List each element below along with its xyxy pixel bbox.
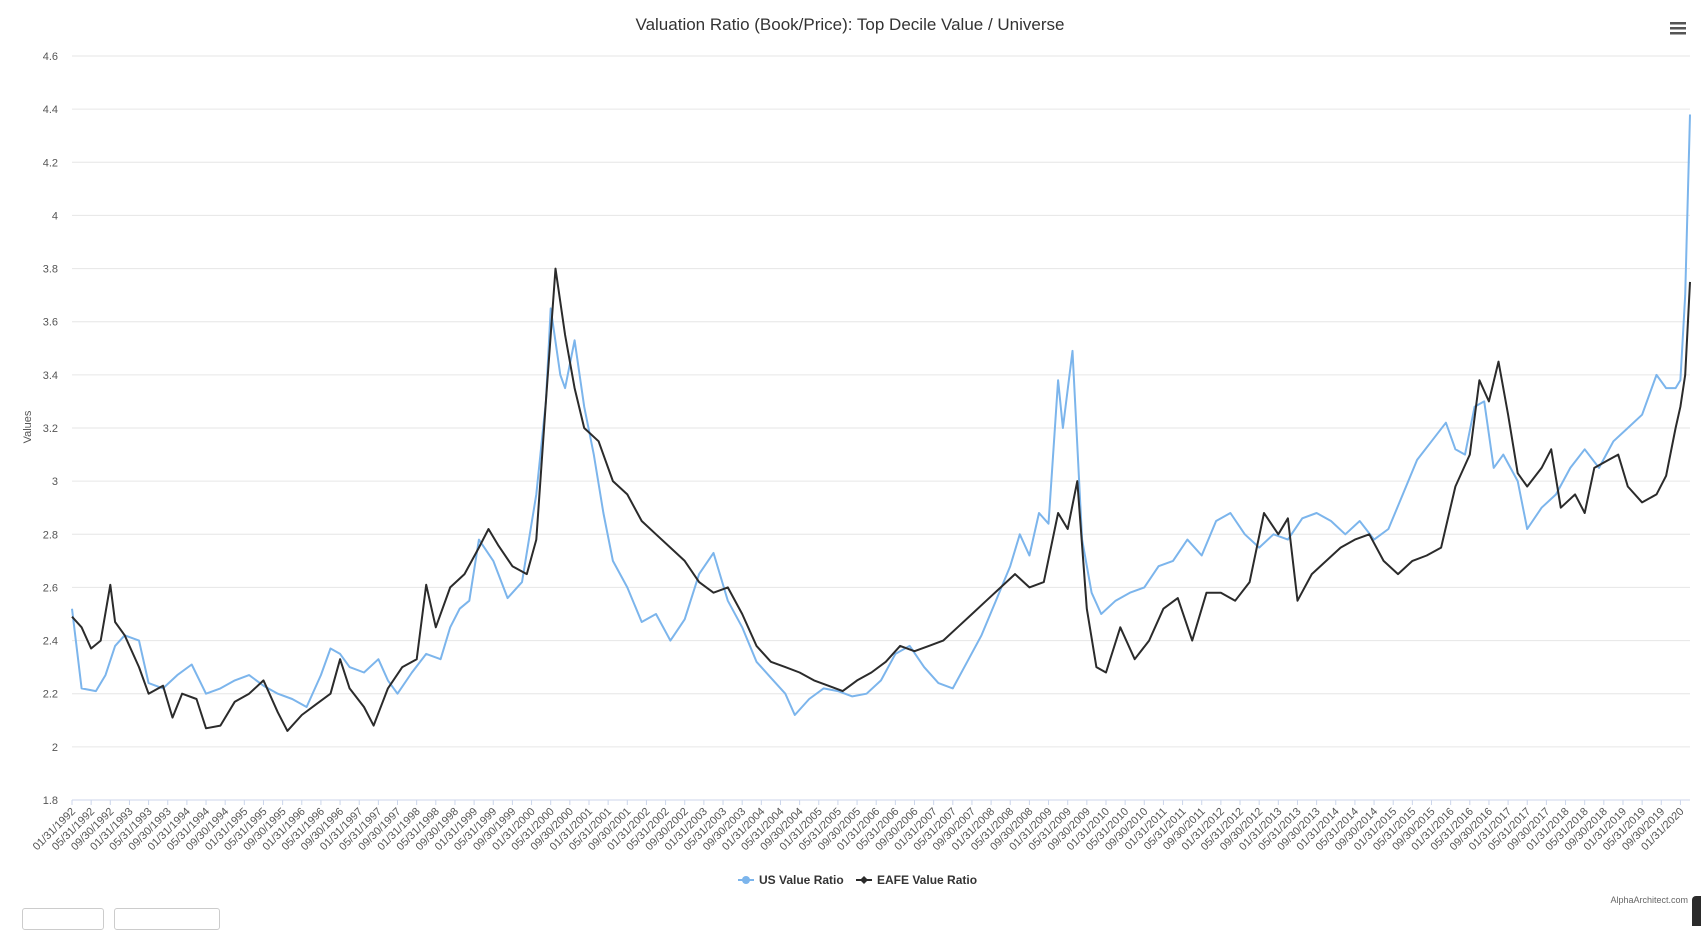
menu-button[interactable]: menu [1664, 16, 1692, 40]
legend-label-us[interactable]: US Value Ratio [759, 873, 844, 887]
legend-item-eafe[interactable]: EAFE Value Ratio [856, 873, 977, 887]
y-tick-label: 2.4 [43, 636, 58, 648]
legend[interactable]: US Value Ratio EAFE Value Ratio [738, 873, 977, 887]
legend-marker-eafe [860, 876, 868, 884]
y-axis-label: Values [22, 410, 34, 443]
hamburger-menu-icon-bar-2[interactable] [1670, 27, 1686, 30]
side-tab[interactable] [1692, 896, 1701, 926]
y-tick-label: 4.2 [43, 157, 58, 169]
y-tick-label: 3.8 [43, 264, 58, 276]
chart-title: Valuation Ratio (Book/Price): Top Decile… [636, 15, 1065, 34]
y-tick-label: 3.6 [43, 317, 58, 329]
credit-link[interactable]: AlphaArchitect.com [1610, 895, 1688, 905]
y-tick-label: 3.2 [43, 423, 58, 435]
y-tick-label: 2 [52, 742, 58, 754]
hamburger-menu-icon[interactable] [1670, 22, 1686, 25]
series-line-us-value-ratio[interactable] [71, 114, 1691, 716]
y-tick-label: 4.6 [43, 51, 58, 63]
grid-lines [72, 55, 1690, 801]
legend-item-us[interactable]: US Value Ratio [738, 873, 844, 887]
y-tick-label: 2.6 [43, 582, 58, 594]
y-tick-label: 4.4 [43, 104, 58, 116]
y-tick-label: 3.4 [43, 370, 58, 382]
y-tick-label: 2.2 [43, 689, 58, 701]
bottom-control-2[interactable] [114, 908, 220, 930]
legend-marker-us [742, 876, 750, 884]
hamburger-menu-icon-bar-3[interactable] [1670, 32, 1686, 35]
y-tick-label: 2.8 [43, 529, 58, 541]
y-axis-ticks: 1.8 2 2.2 2.4 2.6 2.8 3 3.2 3.4 3.6 3.8 4 4.2 4.4 4.6 [43, 51, 58, 807]
x-axis-ticks: 01/31/199205/31/199209/30/199201/31/1993… [31, 800, 1687, 853]
y-tick-label: 4 [52, 210, 58, 222]
legend-label-eafe[interactable]: EAFE Value Ratio [877, 873, 977, 887]
series-line-eafe-value-ratio[interactable] [71, 267, 1691, 732]
y-tick-label: 3 [52, 476, 58, 488]
y-tick-label: 1.8 [43, 795, 58, 807]
bottom-control-1[interactable] [22, 908, 104, 930]
series-group [71, 114, 1691, 732]
